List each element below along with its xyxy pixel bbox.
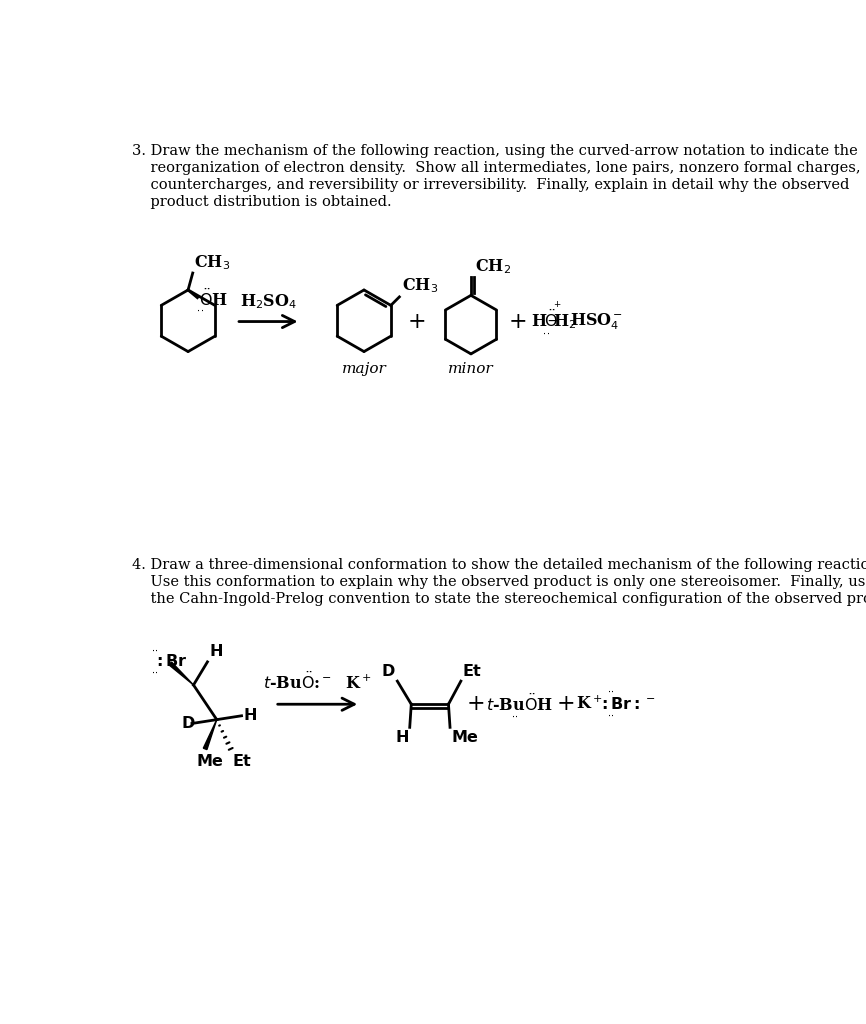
Text: $\cdot\!\cdot$: $\cdot\!\cdot$: [607, 710, 614, 720]
Text: $\cdot\!\cdot$: $\cdot\!\cdot$: [512, 711, 519, 721]
Text: HSO$_4^-$: HSO$_4^-$: [570, 311, 624, 332]
Text: $^+$: $^+$: [552, 301, 562, 313]
Text: 3. Draw the mechanism of the following reaction, using the curved-arrow notation: 3. Draw the mechanism of the following r…: [132, 144, 857, 159]
Text: CH$_2$: CH$_2$: [475, 257, 511, 276]
Text: H$_2$SO$_4$: H$_2$SO$_4$: [240, 292, 297, 310]
Text: $\mathit{t}$-Bu$\rm\ddot{O}$:$^-$  K$^+$: $\mathit{t}$-Bu$\rm\ddot{O}$:$^-$ K$^+$: [263, 672, 372, 692]
Text: +: +: [556, 693, 575, 715]
Text: $\mathit{t}$-Bu$\rm\ddot{O}$H: $\mathit{t}$-Bu$\rm\ddot{O}$H: [486, 693, 553, 715]
Text: $\cdot\!\cdot$: $\cdot\!\cdot$: [607, 686, 614, 695]
Text: 4. Draw a three-dimensional conformation to show the detailed mechanism of the f: 4. Draw a three-dimensional conformation…: [132, 558, 866, 572]
Text: $\cdot\cdot$: $\cdot\cdot$: [541, 328, 551, 338]
Text: +: +: [407, 310, 426, 333]
Text: K$^+$: K$^+$: [576, 695, 602, 713]
Text: $\rm\ddot{O}$H: $\rm\ddot{O}$H: [199, 289, 228, 309]
Text: CH$_3$: CH$_3$: [193, 254, 229, 272]
Polygon shape: [169, 662, 193, 685]
Text: $\mathbf{H}$: $\mathbf{H}$: [209, 643, 223, 660]
Text: major: major: [341, 361, 386, 376]
Polygon shape: [204, 720, 216, 750]
Text: Use this conformation to explain why the observed product is only one stereoisom: Use this conformation to explain why the…: [132, 574, 866, 589]
Text: $\rm\ddot{O}$: $\rm\ddot{O}$: [544, 309, 558, 331]
Text: $\mathbf{Et}$: $\mathbf{Et}$: [462, 663, 482, 680]
Text: $\mathbf{H}$: $\mathbf{H}$: [395, 729, 409, 745]
Text: minor: minor: [448, 361, 494, 376]
Text: $\mathbf{H}$: $\mathbf{H}$: [243, 708, 257, 724]
Text: product distribution is obtained.: product distribution is obtained.: [132, 196, 391, 209]
Text: H$_2$: H$_2$: [553, 312, 577, 331]
Text: CH$_3$: CH$_3$: [402, 275, 438, 295]
Text: $\mathbf{:Br:}^-$: $\mathbf{:Br:}^-$: [598, 695, 656, 713]
Text: $\cdot\cdot$: $\cdot\cdot$: [196, 305, 205, 315]
Text: $\mathbf{D}$: $\mathbf{D}$: [181, 715, 196, 732]
Text: $\mathbf{:Br}$: $\mathbf{:Br}$: [153, 653, 188, 671]
Text: H$-$: H$-$: [531, 313, 559, 330]
Text: +: +: [508, 310, 527, 333]
Text: $\mathbf{D}$: $\mathbf{D}$: [381, 663, 396, 680]
Text: $\cdot\!\cdot$: $\cdot\!\cdot$: [151, 645, 158, 655]
Text: $\mathbf{Et}$: $\mathbf{Et}$: [232, 753, 253, 770]
Text: $\mathbf{Me}$: $\mathbf{Me}$: [196, 753, 223, 770]
Text: $\cdot\!\cdot$: $\cdot\!\cdot$: [151, 668, 158, 677]
Text: the Cahn-Ingold-Prelog convention to state the stereochemical configuration of t: the Cahn-Ingold-Prelog convention to sta…: [132, 592, 866, 606]
Text: reorganization of electron density.  Show all intermediates, lone pairs, nonzero: reorganization of electron density. Show…: [132, 162, 860, 175]
Text: +: +: [467, 693, 486, 715]
Text: $\mathbf{Me}$: $\mathbf{Me}$: [451, 729, 479, 745]
Text: countercharges, and reversibility or irreversibility.  Finally, explain in detai: countercharges, and reversibility or irr…: [132, 178, 849, 193]
